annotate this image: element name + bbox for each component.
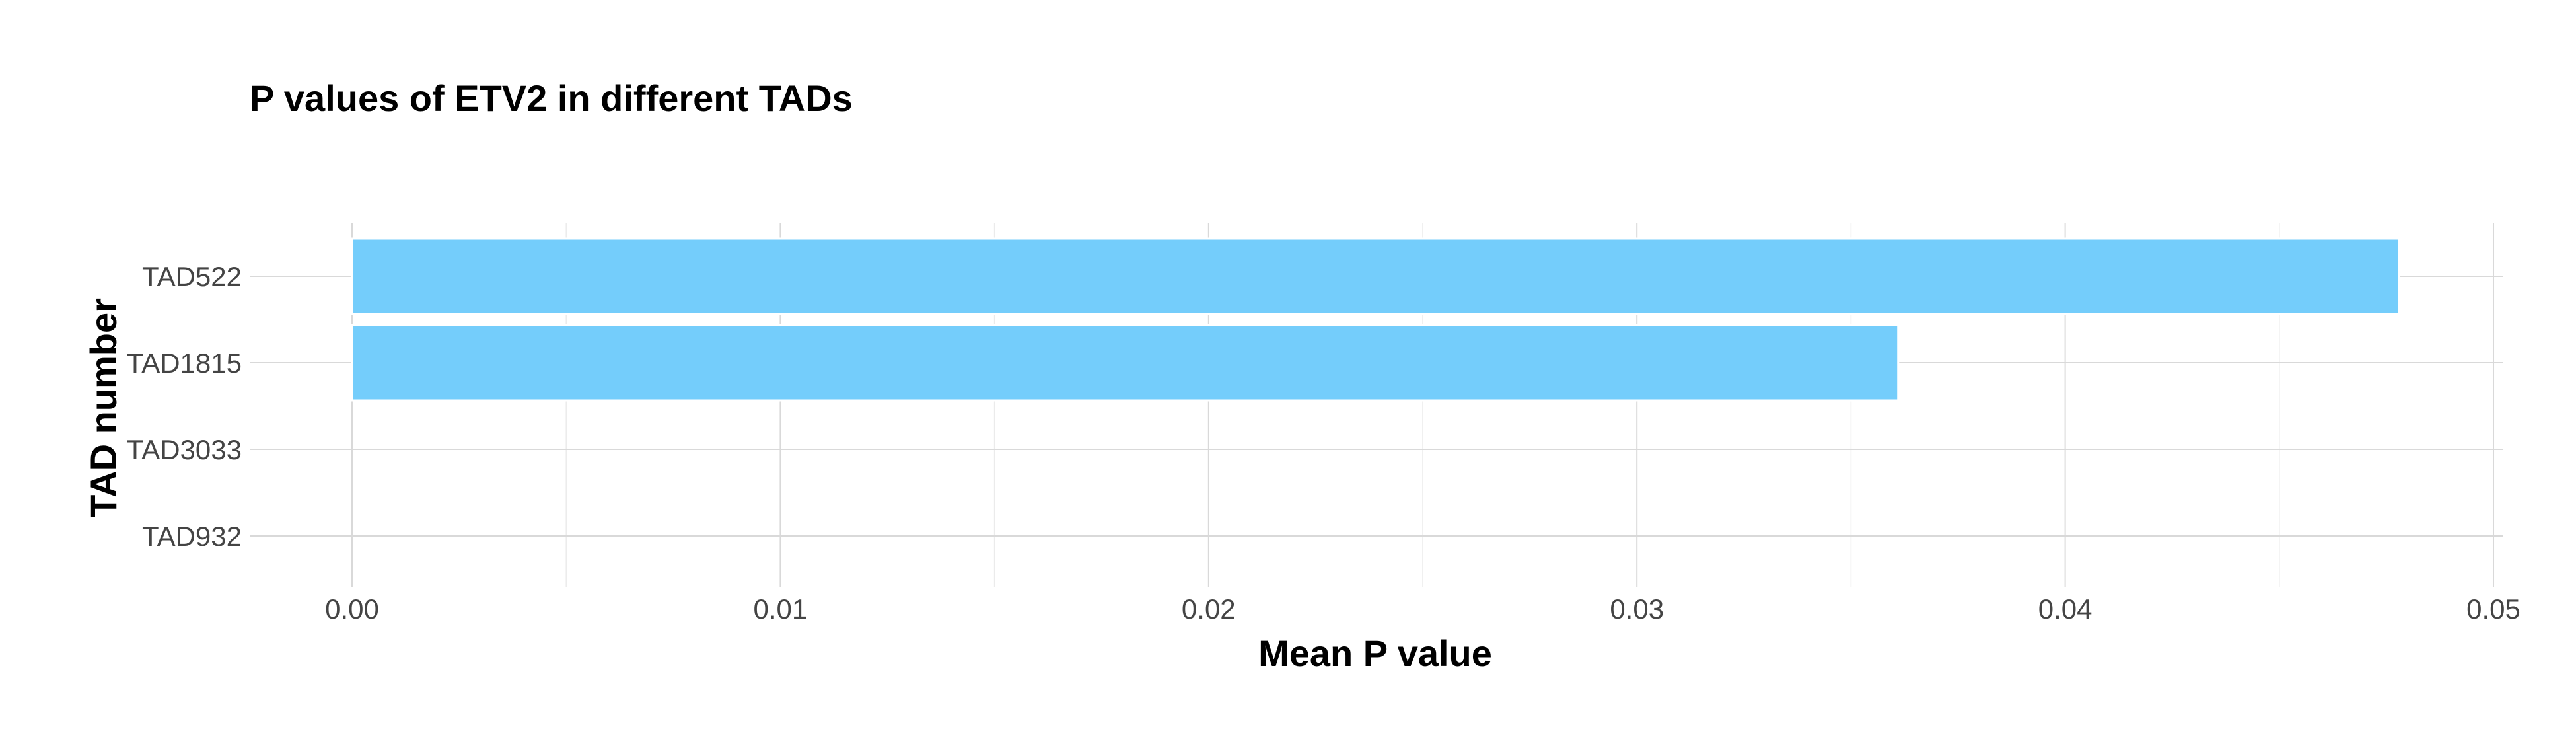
bars	[351, 237, 2400, 402]
x-tick-label: 0.02	[1182, 593, 1236, 624]
x-tick-label: 0.05	[2466, 593, 2521, 624]
y-tick-label: TAD1815	[127, 348, 242, 379]
x-axis-title: Mean P value	[1258, 632, 1492, 674]
x-tick-label: 0.01	[754, 593, 808, 624]
y-tick-label: TAD932	[142, 521, 242, 552]
x-tick-labels: 0.00 0.01 0.02 0.03 0.04 0.05	[325, 593, 2521, 624]
x-tick-label: 0.04	[2038, 593, 2093, 624]
bar-tad1815	[351, 324, 1900, 402]
x-tick-label: 0.03	[1610, 593, 1664, 624]
y-tick-label: TAD522	[142, 261, 242, 292]
x-tick-label: 0.00	[325, 593, 379, 624]
y-tick-labels: TAD522 TAD1815 TAD3033 TAD932	[127, 261, 242, 552]
y-tick-label: TAD3033	[127, 434, 242, 465]
bar-tad522	[351, 237, 2400, 315]
chart-title: P values of ETV2 in different TADs	[250, 77, 853, 119]
y-axis-title: TAD number	[83, 298, 124, 517]
